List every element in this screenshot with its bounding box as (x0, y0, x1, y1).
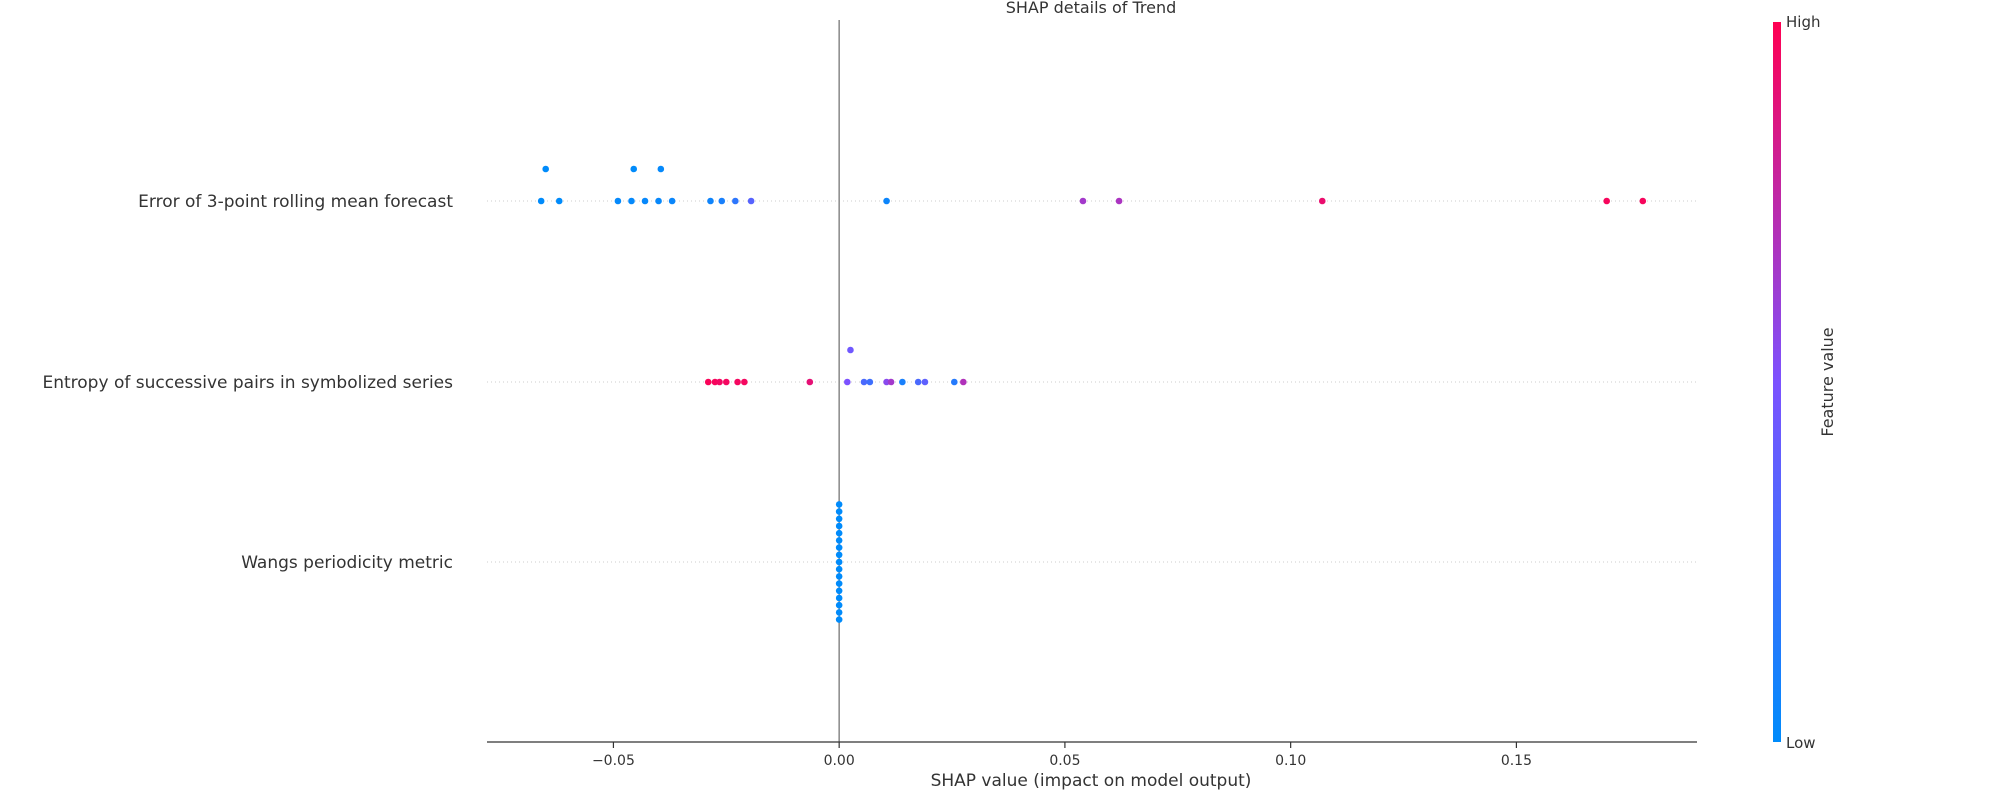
shap-point (704, 378, 712, 386)
x-tick-label: −0.05 (592, 753, 635, 769)
shap-point (835, 609, 843, 616)
shap-point (866, 378, 874, 386)
feature-rows: Error of 3-point rolling mean forecast En… (42, 192, 1697, 573)
shap-point (718, 197, 726, 205)
shap-point (747, 197, 755, 205)
shap-point (716, 378, 723, 386)
shap-point (960, 378, 967, 386)
colorbar-low-label: Low (1786, 734, 1816, 752)
shap-point (835, 544, 843, 551)
scatter-points (537, 165, 1647, 623)
shap-point (657, 165, 665, 173)
shap-point (835, 594, 843, 602)
shap-point (843, 378, 851, 386)
shap-point (835, 522, 843, 530)
x-axis-ticks: −0.05 0.00 0.05 0.10 0.15 (592, 742, 1532, 769)
x-axis-label: SHAP value (impact on model output) (931, 771, 1252, 791)
shap-point (835, 616, 843, 623)
shap-point (630, 165, 638, 173)
shap-point (835, 508, 843, 515)
shap-point (835, 601, 843, 609)
shap-point (883, 197, 890, 205)
shap-point (1318, 197, 1326, 205)
shap-point (921, 378, 929, 386)
feature-label: Entropy of successive pairs in symbolize… (42, 373, 453, 393)
shap-point (806, 378, 814, 386)
x-tick-label: 0.15 (1501, 753, 1532, 769)
shap-point (711, 378, 719, 386)
shap-point (542, 165, 549, 173)
colorbar (1773, 22, 1781, 742)
shap-point (537, 197, 545, 205)
shap-point (1639, 197, 1647, 205)
shap-point (707, 197, 714, 205)
shap-point (914, 378, 922, 386)
shap-point (741, 378, 748, 386)
shap-point (655, 197, 662, 205)
shap-point (555, 197, 563, 205)
x-tick-label: 0.10 (1275, 753, 1306, 769)
shap-point (628, 197, 635, 205)
shap-point (732, 197, 739, 205)
shap-point (1603, 197, 1611, 205)
shap-point (734, 378, 741, 386)
colorbar-high-label: High (1786, 13, 1820, 31)
shap-point (722, 378, 730, 386)
chart-title: SHAP details of Trend (1006, 0, 1177, 17)
shap-point (835, 537, 843, 544)
feature-label: Error of 3-point rolling mean forecast (138, 192, 453, 212)
shap-point (835, 558, 843, 566)
shap-point (860, 378, 868, 386)
shap-point (835, 515, 843, 523)
x-tick-label: 0.05 (1049, 753, 1080, 769)
shap-point (887, 378, 895, 386)
shap-point (835, 580, 843, 587)
shap-point (899, 378, 906, 386)
shap-point (1079, 197, 1087, 205)
shap-point (835, 501, 843, 508)
shap-point (614, 197, 622, 205)
feature-label: Wangs periodicity metric (241, 553, 453, 573)
shap-point (883, 378, 890, 386)
shap-point (835, 551, 843, 559)
colorbar-title: Feature value (1818, 327, 1837, 436)
shap-point (641, 197, 649, 205)
shap-point (835, 573, 843, 580)
shap-point (668, 197, 676, 205)
shap-point (835, 587, 843, 595)
shap-point (835, 565, 843, 573)
x-tick-label: 0.00 (824, 753, 855, 769)
shap-point (950, 378, 958, 386)
shap-point (1115, 197, 1123, 205)
shap-point (835, 529, 843, 537)
shap-point (847, 346, 854, 354)
